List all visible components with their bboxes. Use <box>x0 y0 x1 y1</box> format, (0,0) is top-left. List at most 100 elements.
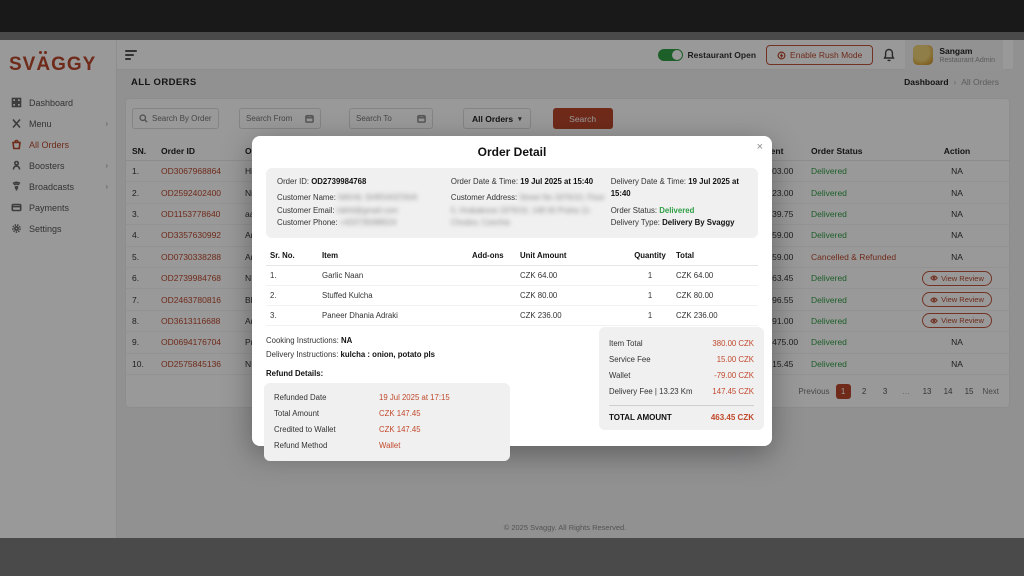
order-status: Delivered <box>811 166 847 177</box>
sidebar-item-menu[interactable]: Menu › <box>0 113 116 134</box>
order-action: NA <box>951 337 963 348</box>
totals-label: Service Fee <box>609 354 651 364</box>
order-id-link[interactable]: OD2575845136 <box>161 358 222 369</box>
chevron-right-icon: › <box>105 182 108 191</box>
item-quantity: 1 <box>647 270 653 280</box>
order-id-link[interactable]: OD3613116688 <box>161 315 221 326</box>
topbar: Restaurant Open Enable Rush Mode Sangam … <box>117 40 1013 70</box>
search-order-input[interactable] <box>152 114 212 123</box>
sidebar-item-boosters[interactable]: Boosters › <box>0 155 116 176</box>
sidebar-item-label: Dashboard <box>29 97 74 108</box>
order-detail-modal: × Order Detail Order ID: OD2739984768 Cu… <box>252 136 772 461</box>
order-status: Delivered <box>811 358 847 369</box>
item-name: Garlic Naan <box>322 270 364 280</box>
search-order-field[interactable] <box>132 108 219 129</box>
pagination-page-3[interactable]: 3 <box>882 387 888 396</box>
total-amount-label: TOTAL AMOUNT <box>609 413 672 422</box>
order-id-link[interactable]: OD3067968864 <box>161 166 222 177</box>
sidebar-item-payments[interactable]: Payments <box>0 197 116 218</box>
info-col-2: Order Date & Time: 19 Jul 2025 at 15:40 … <box>450 177 605 228</box>
item-unit-amount: CZK 64.00 <box>520 270 558 280</box>
totals-label: Item Total <box>609 338 643 348</box>
view-review-button[interactable]: View Review <box>922 292 992 308</box>
pagination-next[interactable]: Next <box>982 387 999 396</box>
pagination-ellipsis: … <box>902 387 911 396</box>
order-status: Delivered <box>811 273 847 284</box>
app-logo[interactable]: SVAGGY <box>9 54 97 75</box>
pagination-previous[interactable]: Previous <box>798 387 830 396</box>
sidebar-item-all-orders[interactable]: All Orders <box>0 134 116 155</box>
menu-icon <box>11 118 22 129</box>
search-from-input[interactable] <box>246 114 301 123</box>
order-id-link[interactable]: OD1153778640 <box>161 208 221 219</box>
search-icon <box>139 114 148 123</box>
refund-value: 19 Jul 2025 at 17:15 <box>379 393 450 403</box>
pagination-page-14[interactable]: 14 <box>943 387 953 396</box>
col-order-id: Order ID <box>161 145 196 156</box>
order-id-link[interactable]: OD3357630992 <box>161 230 222 241</box>
avatar <box>913 45 934 65</box>
eye-icon <box>930 297 938 303</box>
sidebar-item-label: Boosters <box>29 160 65 171</box>
user-menu[interactable]: Sangam Restaurant Admin <box>905 40 1003 70</box>
order-info-panel: Order ID: OD2739984768 Customer Name: NI… <box>266 168 758 238</box>
order-status: Delivered <box>811 230 847 241</box>
customer-phone-value: +420735088524 <box>339 218 397 228</box>
item-total: CZK 64.00 <box>676 270 714 280</box>
restaurant-open-toggle[interactable]: Restaurant Open <box>657 49 756 61</box>
enable-rush-mode-button[interactable]: Enable Rush Mode <box>766 45 874 65</box>
delivery-instructions-value: kulcha : onion, potato pls <box>340 349 435 359</box>
order-action: NA <box>951 251 963 262</box>
search-to-field[interactable] <box>349 108 433 129</box>
refund-value: CZK 147.45 <box>379 409 421 419</box>
search-to-input[interactable] <box>356 114 413 123</box>
sidebar-item-broadcasts[interactable]: Broadcasts › <box>0 176 116 197</box>
customer-email-value: nikhil@gmail.com <box>336 205 399 215</box>
breadcrumb-row: ALL ORDERS Dashboard › All Orders <box>117 70 1013 94</box>
order-item-row: 1. Garlic Naan CZK 64.00 1 CZK 64.00 <box>266 266 758 286</box>
eye-icon <box>930 275 938 281</box>
search-from-field[interactable] <box>239 108 321 129</box>
letterbox-top <box>0 0 1024 32</box>
info-col-1: Order ID: OD2739984768 Customer Name: NI… <box>277 177 418 228</box>
hamburger-menu-icon[interactable] <box>125 50 138 62</box>
pagination-page-13[interactable]: 13 <box>922 387 932 396</box>
sidebar-item-settings[interactable]: Settings <box>0 218 116 239</box>
refund-value: Wallet <box>379 441 401 451</box>
breadcrumb-home-link[interactable]: Dashboard <box>904 77 949 87</box>
sidebar: SVAGGY Dashboard Menu › All Orders Boosters ›… <box>0 40 117 538</box>
toggle-switch[interactable] <box>657 49 683 61</box>
refund-details-heading: Refund Details: <box>266 368 324 378</box>
totals-row: Wallet -79.00 CZK <box>609 367 754 383</box>
order-id-link[interactable]: OD2592402400 <box>161 187 222 198</box>
refund-row: Refunded Date 19 Jul 2025 at 17:15 <box>274 390 500 406</box>
order-id-link[interactable]: OD0694176704 <box>161 337 222 348</box>
order-action: View Review <box>911 313 1003 329</box>
view-review-button[interactable]: View Review <box>922 270 992 286</box>
pagination-page-15[interactable]: 15 <box>964 387 974 396</box>
order-status-select[interactable]: All Orders ▾ <box>463 108 531 129</box>
calendar-icon <box>417 114 426 123</box>
item-quantity: 1 <box>647 310 653 320</box>
totals-label: Wallet <box>609 370 631 380</box>
item-total: CZK 80.00 <box>676 290 714 300</box>
notification-bell-icon[interactable] <box>883 48 895 62</box>
pagination-page-2[interactable]: 2 <box>861 387 867 396</box>
order-id-link[interactable]: OD2739984768 <box>161 273 222 284</box>
search-button[interactable]: Search <box>552 108 613 129</box>
sidebar-item-dashboard[interactable]: Dashboard <box>0 92 116 113</box>
order-sn: 9. <box>132 337 140 348</box>
sidebar-item-label: Broadcasts <box>29 181 75 192</box>
delivery-datetime-value: 19 Jul 2025 at 15:40 <box>610 177 739 199</box>
boosters-icon <box>11 160 22 171</box>
order-status: Cancelled & Refunded <box>811 251 897 262</box>
order-action: NA <box>951 166 963 177</box>
order-id-link[interactable]: OD2463780816 <box>161 294 222 305</box>
pagination-page-1[interactable]: 1 <box>835 384 851 399</box>
view-review-button[interactable]: View Review <box>922 313 992 329</box>
order-sn: 3. <box>132 208 140 219</box>
refund-label: Refunded Date <box>274 393 327 403</box>
order-id-link[interactable]: OD0730338288 <box>161 251 222 262</box>
close-icon[interactable]: × <box>756 141 763 153</box>
